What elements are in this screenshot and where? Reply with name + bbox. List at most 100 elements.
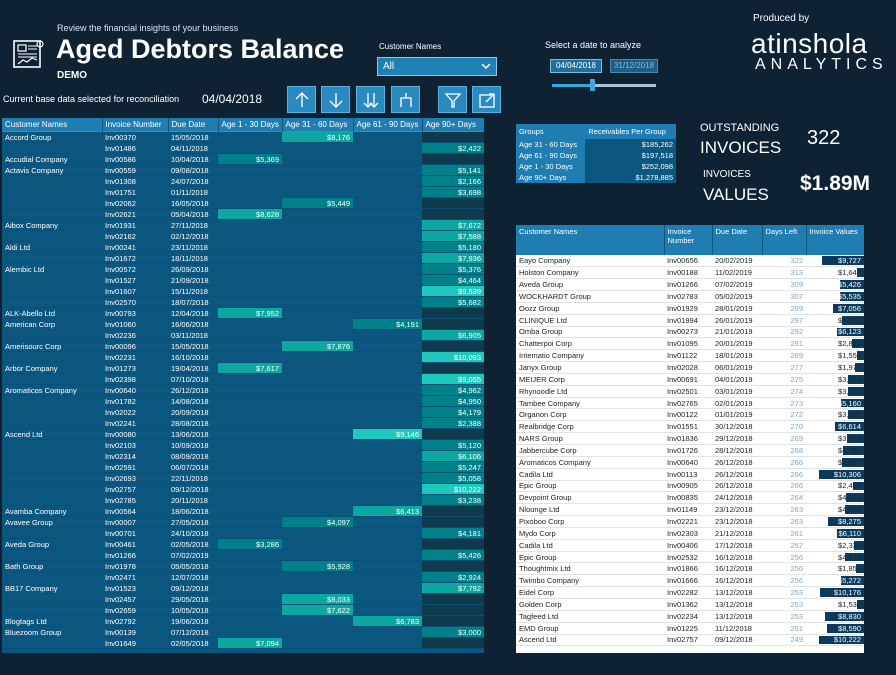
table-row[interactable]: Rhynoodle Ltd Inv02501 03/01/2019 274 $3,746 — [516, 385, 864, 398]
table-row[interactable]: Aveda Group Inv01266 07/02/2019 309 $5,426 — [516, 278, 864, 292]
table-row[interactable]: WOCKHARDT Group Inv02783 05/02/2019 307 $5,5… — [516, 290, 864, 303]
filter-button[interactable] — [438, 86, 467, 113]
table-row[interactable]: Avavee Group Inv00007 27/05/2018 $4,097 — [2, 516, 484, 528]
table-row[interactable]: Avamba Company Inv00564 18/06/2018 $6,413 — [2, 505, 484, 517]
table-row[interactable]: Age 31 - 60 Days $185,262 — [516, 139, 676, 150]
table-row[interactable]: Organon Corp Inv00122 01/01/2019 272 $3,630 — [516, 408, 864, 422]
table-row[interactable]: Tagfeed Ltd Inv02234 13/12/2018 253 $8,830 — [516, 610, 864, 623]
customer-dropdown[interactable]: All — [377, 57, 497, 76]
table-row[interactable]: Omba Group Inv00273 21/01/2019 292 $6,123 — [516, 326, 864, 339]
date-to-input[interactable]: 31/12/2018 — [610, 59, 658, 73]
table-row[interactable]: Jabbercube Corp Inv01726 28/12/2018 268 $4,7… — [516, 444, 864, 457]
column-header[interactable]: Age 1 - 30 Days — [218, 118, 283, 132]
table-row[interactable]: Inv02471 12/07/2018 $2,924 — [2, 571, 484, 583]
invoices-days-left-table[interactable]: Customer Names Invoice Number Due Date Days… — [516, 225, 864, 653]
column-header[interactable]: Due Date — [712, 225, 763, 255]
column-header[interactable]: Receivables Per Group — [585, 124, 676, 139]
expand-all-button[interactable] — [356, 86, 385, 113]
table-row[interactable]: Age 1 - 30 Days $252,098 — [516, 161, 676, 172]
table-row[interactable]: Inv02022 20/09/2018 $4,179 — [2, 406, 484, 418]
drill-down-button[interactable] — [321, 86, 350, 113]
table-row[interactable]: Inv01607 15/11/2018 $9,539 — [2, 285, 484, 297]
table-row[interactable]: Pixoboo Corp Inv02221 23/12/2018 263 $8,275 — [516, 515, 864, 528]
table-row[interactable]: BB17 Company Inv01523 09/12/2018 $7,792 — [2, 582, 484, 594]
date-slider-handle[interactable] — [590, 79, 595, 91]
table-row[interactable]: Inv02236 03/11/2018 $6,905 — [2, 329, 484, 341]
aged-debtors-table[interactable]: Customer Names Invoice Number Due Date Age … — [2, 118, 484, 653]
table-row[interactable]: American Corp Inv01060 16/06/2018 $4,191 — [2, 318, 484, 330]
column-header[interactable]: Invoice Number — [664, 225, 713, 255]
table-row[interactable]: Mydo Corp Inv02303 21/12/2018 261 $6,110 — [516, 527, 864, 540]
table-row[interactable]: Inv02591 06/07/2018 $5,247 — [2, 461, 484, 473]
table-row[interactable]: Inv02241 28/08/2018 $2,388 — [2, 417, 484, 429]
table-row[interactable]: Inv02621 05/04/2018 $8,628 — [2, 208, 484, 220]
date-from-input[interactable]: 04/04/2018 — [550, 59, 602, 73]
table-row[interactable]: Inv01672 18/11/2018 $7,936 — [2, 252, 484, 264]
column-header[interactable]: Invoice Number — [102, 118, 169, 132]
table-row[interactable]: Nlounge Ltd Inv01149 23/12/2018 263 $4,266 — [516, 503, 864, 517]
table-row[interactable]: Inv02659 10/05/2018 $7,622 — [2, 604, 484, 616]
table-row[interactable]: Realbridge Corp Inv01551 30/12/2018 270 $6,6… — [516, 420, 864, 434]
table-row[interactable]: NARS Group Inv01836 29/12/2018 269 $3,974 — [516, 432, 864, 445]
table-row[interactable]: Inv02398 07/10/2018 $9,055 — [2, 373, 484, 385]
table-row[interactable]: CLINIQUE Ltd Inv01994 26/01/2019 297 $4,938 — [516, 314, 864, 327]
drill-up-button[interactable] — [287, 86, 316, 113]
table-row[interactable]: Inv01782 14/08/2018 $4,950 — [2, 395, 484, 407]
table-row[interactable]: Aromaticos Company Inv00640 26/12/2018 266 $… — [516, 456, 864, 469]
table-row[interactable]: Blogtags Ltd Inv02792 19/06/2018 $6,783 — [2, 615, 484, 627]
table-row[interactable]: Cadila Ltd Inv00113 26/12/2018 266 $10,306 — [516, 468, 864, 481]
table-row[interactable]: Aldi Ltd Inv00241 23/11/2018 $5,180 — [2, 241, 484, 253]
focus-mode-button[interactable] — [472, 86, 501, 113]
table-row[interactable]: ALK-Abello Ltd Inv00793 12/04/2018 $7,952 — [2, 307, 484, 319]
column-header[interactable]: Days Left — [762, 225, 807, 255]
table-row[interactable]: Inv02757 09/12/2018 $10,222 — [2, 483, 484, 495]
table-row[interactable]: Inv01266 07/02/2019 $5,426 — [2, 549, 484, 561]
column-header[interactable]: Age 90+ Days — [422, 118, 484, 132]
table-row[interactable]: Aromaticos Company Inv00640 26/12/2018 $4,9… — [2, 384, 484, 396]
table-row[interactable]: Janyx Group Inv02028 06/01/2019 277 $1,973 — [516, 361, 864, 374]
table-row[interactable]: Aibox Company Inv01931 27/11/2018 $7,672 — [2, 219, 484, 231]
table-row[interactable]: Aveda Group Inv00461 02/05/2018 $3,286 — [2, 538, 484, 550]
table-row[interactable]: Intematio Company Inv01122 18/01/2019 289 $1… — [516, 349, 864, 363]
table-row[interactable]: Inv02162 02/12/2018 $7,588 — [2, 230, 484, 242]
column-header[interactable]: Due Date — [168, 118, 219, 132]
table-row[interactable]: Eidel Corp Inv02282 13/12/2018 253 $10,176 — [516, 586, 864, 599]
table-row[interactable]: Arbor Company Inv01273 19/04/2018 $7,617 — [2, 362, 484, 374]
table-row[interactable]: Inv02457 29/05/2018 $8,033 — [2, 593, 484, 605]
table-row[interactable]: Inv02693 22/11/2018 $5,058 — [2, 472, 484, 484]
table-row[interactable]: Cadila Ltd Inv00406 17/12/2018 257 $2,337 — [516, 539, 864, 552]
table-row[interactable]: Inv02231 16/10/2018 $10,093 — [2, 351, 484, 363]
column-header[interactable]: Age 61 - 90 Days — [353, 118, 423, 132]
table-row[interactable]: Eayo Company Inv00656 20/02/2019 322 $9,727 — [516, 255, 864, 268]
table-row[interactable]: EMD Group Inv01225 11/12/2018 251 $8,590 — [516, 622, 864, 635]
table-row[interactable]: Epic Group Inv02532 16/12/2018 256 $4,241 — [516, 551, 864, 564]
table-row[interactable]: Accudial Company Inv00586 10/04/2018 $5,369 — [2, 153, 484, 165]
table-row[interactable]: Inv01527 21/09/2018 $4,464 — [2, 274, 484, 286]
table-row[interactable]: Inv02062 16/05/2018 $5,449 — [2, 197, 484, 209]
table-row[interactable]: Bluezoom Group Inv00139 07/12/2018 $3,000 — [2, 626, 484, 638]
table-row[interactable]: Ascend Ltd Inv00080 13/06/2018 $9,146 — [2, 428, 484, 440]
receivables-groups-table[interactable]: Groups Receivables Per Group Age 31 - 60 … — [516, 124, 676, 183]
table-row[interactable]: Actavis Company Inv00559 09/08/2018 $5,141 — [2, 164, 484, 176]
table-row[interactable]: Inv02570 18/07/2018 $5,682 — [2, 296, 484, 308]
table-row[interactable]: MEIJER Corp Inv00691 04/01/2019 275 $3,774 — [516, 373, 864, 386]
table-row[interactable]: Ascend Ltd Inv02757 09/12/2018 249 $10,222 — [516, 634, 864, 647]
table-row[interactable]: Inv01308 24/07/2018 $2,166 — [2, 175, 484, 187]
table-row[interactable]: Inv01649 02/05/2018 $7,094 — [2, 637, 484, 649]
column-header[interactable]: Customer Names — [2, 118, 103, 132]
table-row[interactable]: Holston Company Inv00188 11/02/2019 313 $1,6… — [516, 266, 864, 280]
table-row[interactable]: Devpoint Group Inv00835 24/12/2018 264 $4,02… — [516, 491, 864, 505]
column-header[interactable]: Groups — [516, 124, 586, 139]
table-row[interactable]: Twimbo Company Inv01666 16/12/2018 256 $5,27… — [516, 574, 864, 588]
date-slider-track[interactable] — [552, 84, 656, 87]
table-row[interactable]: Golden Corp Inv01362 13/12/2018 253 $1,539 — [516, 598, 864, 611]
table-row[interactable]: Age 90+ Days $1,278,885 — [516, 172, 676, 183]
table-row[interactable]: Accord Group Inv00370 15/05/2018 $8,176 — [2, 131, 484, 143]
table-row[interactable]: Inv00701 24/10/2018 $4,181 — [2, 527, 484, 539]
column-header[interactable]: Age 31 - 60 Days — [282, 118, 354, 132]
table-row[interactable]: Oozz Group Inv01929 28/01/2019 299 $7,056 — [516, 302, 864, 315]
table-row[interactable]: Tambee Company Inv02765 02/01/2019 273 $5,16… — [516, 397, 864, 410]
table-row[interactable]: Amerisourc Corp Inv00096 15/05/2018 $7,876 — [2, 340, 484, 352]
table-row[interactable]: Inv01751 01/11/2018 $3,698 — [2, 186, 484, 198]
table-row[interactable]: Inv02103 10/09/2018 $5,120 — [2, 439, 484, 451]
